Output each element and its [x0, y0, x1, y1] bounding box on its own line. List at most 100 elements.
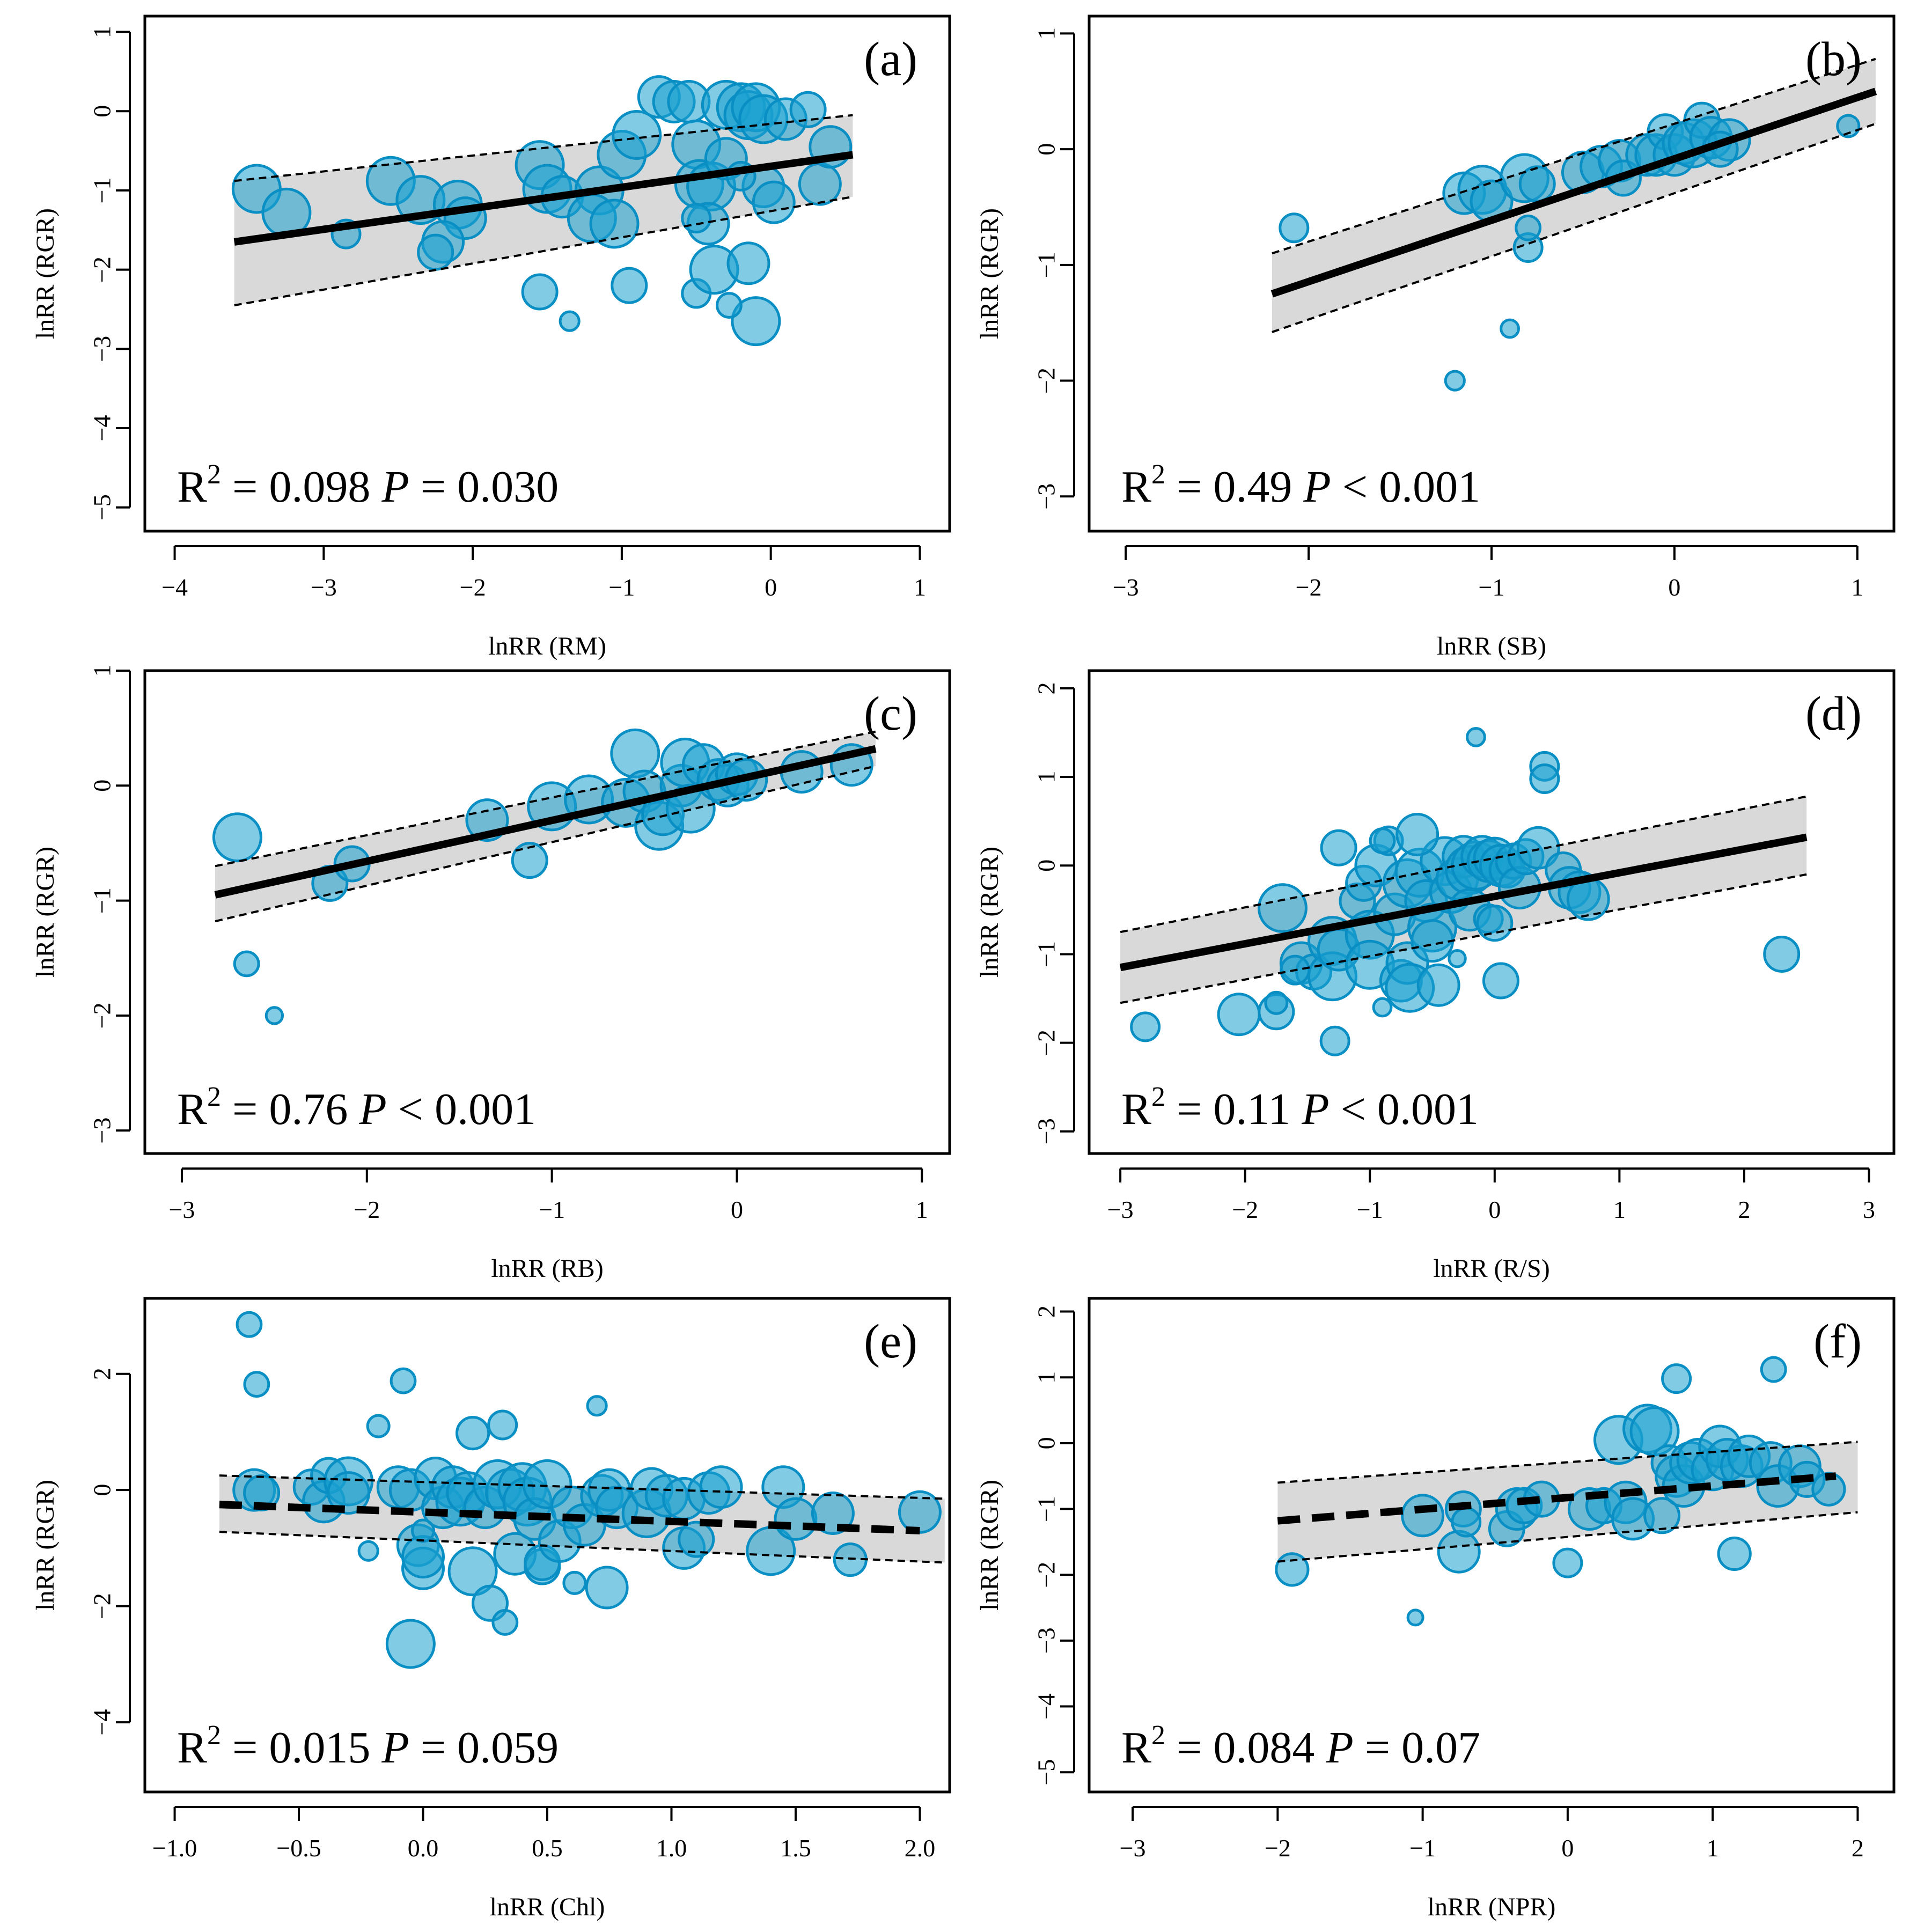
data-point: [1529, 763, 1560, 794]
data-point: [589, 199, 640, 249]
regression-line: [1277, 1472, 1837, 1525]
stat-annotation: R2 = 0.098 P = 0.030: [177, 459, 559, 512]
ci-upper-line: [215, 730, 876, 868]
y-axis-title: lnRR (RGR): [975, 208, 1004, 339]
data-point: [1217, 993, 1261, 1037]
data-point: [678, 1520, 715, 1558]
y-tick-label: −5: [1033, 1759, 1060, 1786]
y-tick-label: −1: [89, 177, 116, 203]
data-point: [715, 292, 743, 319]
x-tick-label: −1: [539, 1196, 565, 1223]
x-tick-label: 2: [1738, 1196, 1750, 1223]
y-tick-label: 1: [1033, 771, 1060, 783]
data-point: [366, 1414, 391, 1438]
y-axis-title: lnRR (RGR): [31, 208, 60, 339]
data-point: [417, 233, 454, 271]
p-symbol: P: [381, 1723, 409, 1773]
data-point: [447, 1546, 498, 1597]
y-tick-label: −2: [89, 256, 116, 283]
y-tick-label: 1: [1033, 1371, 1060, 1384]
y-tick-label: −1: [1033, 1496, 1060, 1522]
y-tick-label: 0: [89, 780, 116, 792]
ci-lower-line: [1272, 122, 1876, 333]
data-point: [456, 1416, 490, 1451]
data-point: [1264, 990, 1289, 1015]
panel-label: (e): [864, 1315, 917, 1368]
r2-superscript: 2: [1151, 459, 1165, 490]
panel-label: (b): [1805, 33, 1862, 86]
r2-value: = 0.11: [1165, 1084, 1302, 1134]
regression-line: [214, 745, 877, 899]
data-point: [236, 1311, 263, 1338]
x-axis-title: lnRR (SB): [1437, 632, 1546, 660]
data-point: [1451, 1507, 1482, 1538]
x-tick-label: 1: [1851, 574, 1863, 601]
plot-frame: [1088, 14, 1896, 533]
y-tick-label: 0: [89, 1484, 116, 1496]
data-point: [898, 1490, 942, 1534]
x-tick-label: 1: [916, 1196, 928, 1223]
regression-line: [233, 151, 854, 246]
plot-area: [1270, 57, 1877, 392]
stat-annotation: R2 = 0.76 P < 0.001: [177, 1082, 536, 1134]
data-point: [1466, 726, 1486, 747]
plot-frame: [1088, 669, 1896, 1155]
data-point: [699, 1465, 743, 1509]
x-tick-label: 0: [1668, 574, 1680, 601]
panel-b: −3 −2 −1 0 1 −3 −2 −1 0 1 lnRR (SB) lnRR (RGR) (b) R2…: [975, 14, 1896, 660]
stat-annotation: R2 = 0.49 P < 0.001: [1121, 459, 1480, 512]
data-point: [681, 203, 712, 234]
x-tick-label: 0: [765, 574, 777, 601]
plot-frame: [143, 1297, 951, 1794]
r2-symbol: R: [1121, 462, 1151, 512]
p-value: = 0.030: [409, 462, 559, 512]
y-tick-label: 0: [1033, 860, 1060, 872]
x-tick-label: −2: [354, 1196, 380, 1223]
x-tick-label: −4: [161, 574, 188, 601]
plot-area: [212, 728, 877, 1025]
regression-line: [1119, 833, 1808, 972]
y-axis-title: lnRR (RGR): [975, 847, 1004, 978]
x-tick-label: 0: [1561, 1834, 1574, 1862]
ci-upper-line: [219, 1474, 945, 1500]
data-point: [789, 91, 827, 128]
r2-symbol: R: [1121, 1084, 1151, 1134]
panel-label: (c): [864, 687, 917, 740]
data-point: [1448, 949, 1467, 968]
x-tick-label: −0.5: [276, 1834, 321, 1862]
r2-superscript: 2: [207, 1082, 221, 1112]
data-point: [1372, 997, 1393, 1018]
ci-upper-line: [1272, 57, 1876, 255]
data-point: [610, 728, 660, 778]
x-tick-label: −3: [311, 574, 337, 601]
data-point: [1763, 935, 1801, 973]
y-tick-label: 1: [89, 26, 116, 38]
data-point: [1406, 1608, 1424, 1627]
x-tick-label: −3: [1107, 1196, 1134, 1223]
panel-f: −3 −2 −1 0 1 2 −5 −4 −3 −2 −1 0 1 2 lnRR (NPR) lnRR (RG…: [975, 1297, 1896, 1921]
data-point: [1401, 1494, 1445, 1538]
x-axis-title: lnRR (R/S): [1433, 1254, 1549, 1283]
y-tick-label: −1: [1033, 941, 1060, 967]
data-point: [212, 812, 262, 863]
p-symbol: P: [1325, 1723, 1353, 1773]
data-point: [1482, 962, 1519, 1000]
data-point: [1552, 1547, 1583, 1578]
panel-label: (a): [864, 33, 917, 86]
y-tick-label: −5: [89, 494, 116, 520]
x-tick-label: 0: [731, 1196, 743, 1223]
regression-line: [219, 1501, 920, 1534]
data-point: [752, 180, 796, 224]
data-point: [1760, 1356, 1787, 1383]
panel-c: −3 −2 −1 0 1 −3 −2 −1 0 1 lnRR (RB) lnRR (RGR) (c) R2…: [31, 665, 951, 1283]
data-point: [1476, 905, 1514, 942]
x-tick-label: 1.0: [656, 1834, 687, 1862]
plot-frame: [143, 14, 951, 533]
regression-line: [1270, 87, 1877, 298]
plot-frame: [1088, 1297, 1896, 1794]
y-tick-label: −2: [1033, 1562, 1060, 1588]
data-point: [1661, 1363, 1692, 1394]
data-point: [611, 267, 648, 304]
data-point: [1500, 318, 1520, 339]
x-tick-label: −1: [608, 574, 635, 601]
